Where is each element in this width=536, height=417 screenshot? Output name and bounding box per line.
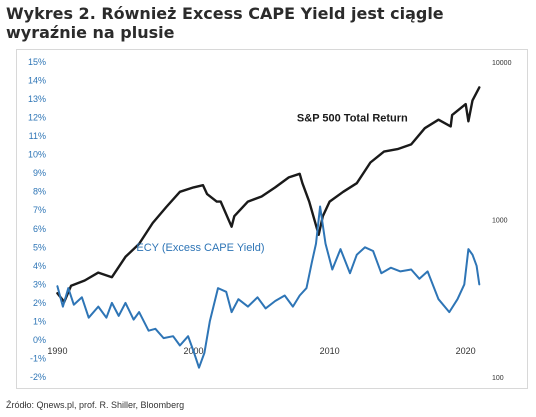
left-tick-label: 9% — [33, 168, 46, 178]
right-tick-label: 100 — [492, 375, 504, 382]
left-tick-label: 4% — [33, 261, 46, 271]
x-axis: 1990 2000 2010 2020 — [47, 346, 475, 356]
left-tick-label: 1% — [33, 316, 46, 326]
left-tick-label: 6% — [33, 224, 46, 234]
right-tick-label: 1000 — [492, 218, 508, 225]
x-tick-label: 2010 — [320, 346, 340, 356]
series-layer — [56, 86, 481, 369]
left-tick-label: 3% — [33, 279, 46, 289]
left-tick-label: 11% — [29, 131, 46, 141]
left-tick-label: 12% — [28, 113, 46, 123]
left-tick-label: 0% — [33, 335, 46, 345]
left-tick-label: -1% — [30, 353, 46, 363]
chart-title: Wykres 2. Również Excess CAPE Yield jest… — [6, 4, 444, 42]
left-tick-label: 13% — [28, 94, 46, 104]
left-tick-label: 10% — [28, 150, 46, 160]
left-axis: 15% 14% 13% 12% 11% 10% 9% 8% 7% 6% 5% 4% 3% 2% 1% 0% -1… — [28, 57, 46, 382]
source-note: Źródło: Qnews.pl, prof. R. Shiller, Bloo… — [6, 400, 185, 410]
sp500-line — [56, 86, 481, 304]
right-tick-label: 10000 — [492, 60, 512, 67]
left-tick-label: 7% — [33, 205, 46, 215]
sp500-series-label: S&P 500 Total Return — [297, 112, 408, 124]
left-tick-label: 15% — [28, 57, 46, 67]
left-tick-label: 8% — [33, 187, 46, 197]
x-tick-label: 2020 — [456, 346, 476, 356]
left-tick-label: 5% — [33, 242, 46, 252]
left-tick-label: 14% — [28, 76, 46, 86]
series-labels: S&P 500 Total Return ECY (Excess CAPE Yie… — [136, 112, 408, 254]
ecy-series-label: ECY (Excess CAPE Yield) — [136, 242, 264, 254]
ecy-line — [56, 205, 481, 369]
x-tick-label: 1990 — [47, 346, 67, 356]
left-tick-label: -2% — [30, 372, 46, 382]
left-tick-label: 2% — [33, 298, 46, 308]
chart-frame — [16, 49, 528, 389]
right-axis: 10000 1000 100 — [492, 60, 512, 382]
